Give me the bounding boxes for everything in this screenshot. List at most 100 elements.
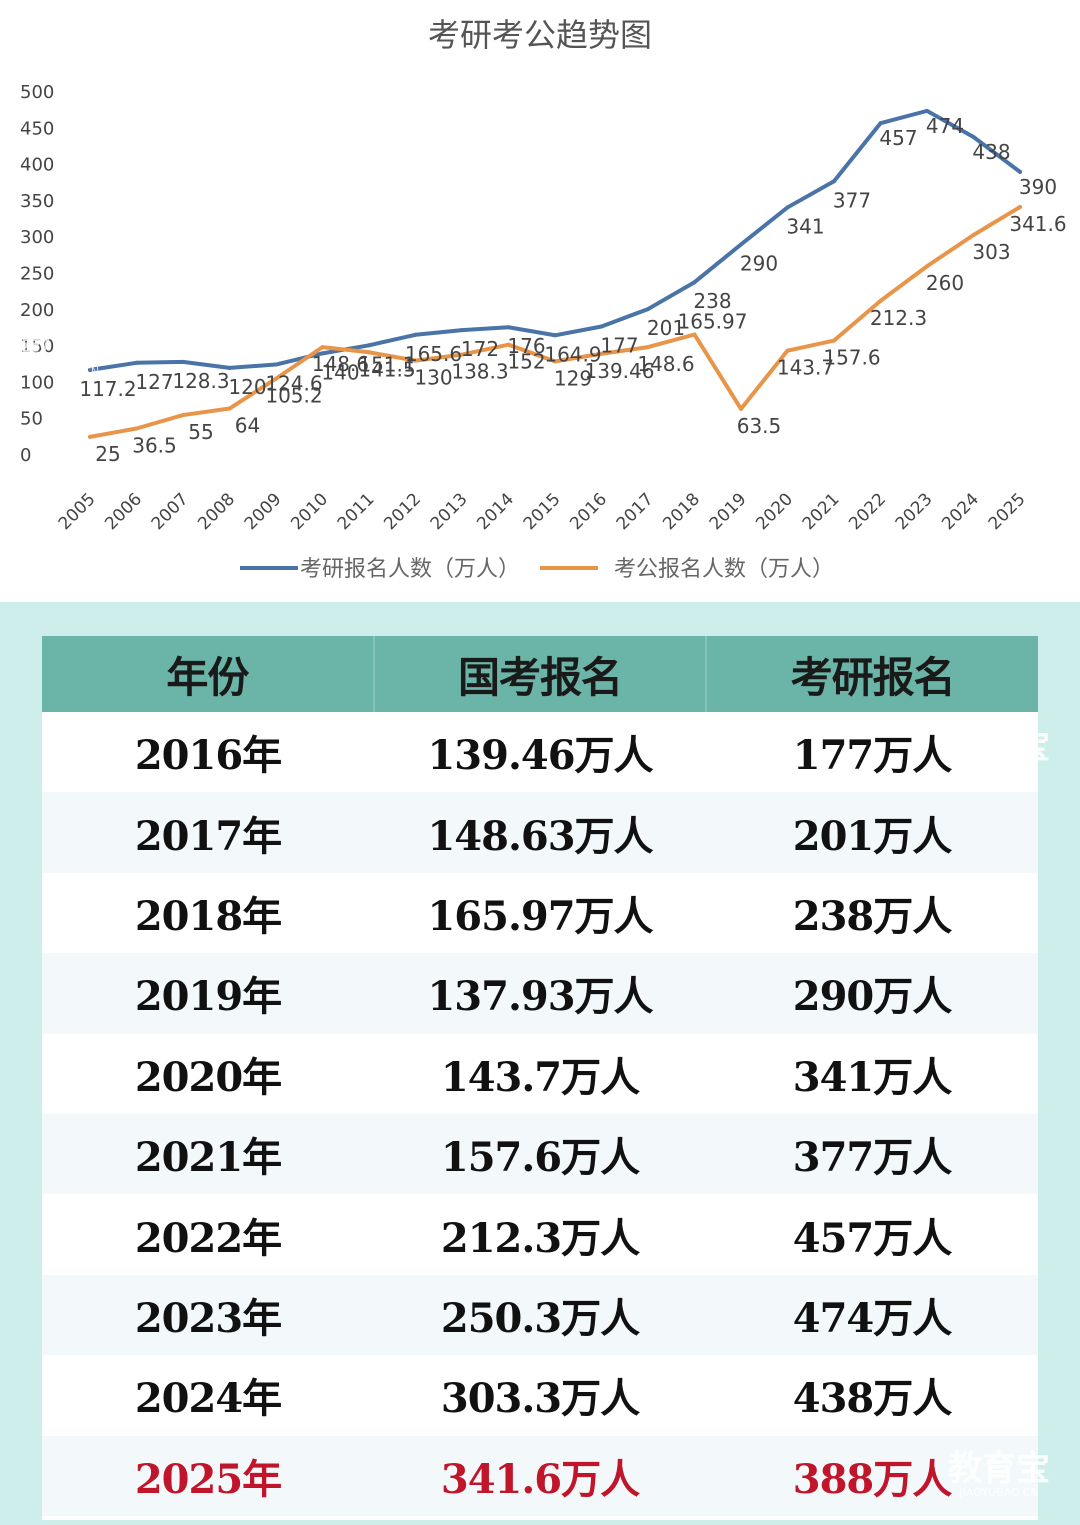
watermark-brand: 教育宝 bbox=[948, 727, 1050, 767]
data-point bbox=[646, 345, 650, 350]
cell-year: 2016年 bbox=[134, 732, 282, 780]
data-label: 377 bbox=[833, 188, 871, 212]
x-tick-label: 2018 bbox=[659, 489, 704, 534]
data-point bbox=[878, 121, 883, 126]
data-point bbox=[692, 280, 697, 285]
data-point bbox=[274, 362, 278, 367]
data-point bbox=[971, 135, 976, 140]
data-point bbox=[367, 350, 371, 355]
data-label: 138.3 bbox=[451, 360, 508, 384]
data-label: 438 bbox=[972, 140, 1010, 164]
cell-postgrad-exam: 290万人 bbox=[792, 973, 953, 1021]
watermark-table-top: 教育宝 JIAOYUBAO.CN bbox=[948, 730, 1050, 777]
data-point bbox=[134, 360, 139, 365]
table-row: 2023年 250.3万人 474万人 bbox=[42, 1274, 1038, 1356]
x-axis-ticks: 2005 2006 2007 2008 2009 2010 2011 2012 2013 2014… bbox=[55, 489, 1030, 534]
data-point bbox=[553, 333, 557, 338]
data-label: 341 bbox=[786, 214, 824, 238]
data-point bbox=[1018, 169, 1022, 174]
data-label: 151.1 bbox=[358, 352, 415, 376]
data-point bbox=[227, 406, 232, 411]
y-tick-label: 350 bbox=[20, 191, 54, 212]
data-point bbox=[599, 351, 604, 356]
header-civil-exam: 国考报名 bbox=[372, 636, 706, 712]
data-label: 120 bbox=[228, 375, 266, 399]
data-point bbox=[460, 328, 464, 333]
y-tick-label: 450 bbox=[20, 118, 54, 139]
data-point bbox=[181, 359, 185, 364]
legend: 考研报名人数（万人） 考公报名人数（万人） bbox=[240, 557, 834, 582]
data-point bbox=[785, 348, 790, 353]
data-label: 176 bbox=[507, 334, 545, 358]
x-tick-label: 2012 bbox=[380, 489, 425, 534]
x-tick-label: 2021 bbox=[799, 489, 844, 534]
header-year: 年份 bbox=[166, 652, 249, 702]
data-point bbox=[227, 365, 232, 370]
data-point bbox=[181, 413, 185, 418]
data-point bbox=[274, 376, 278, 381]
cell-postgrad-exam: 377万人 bbox=[792, 1134, 953, 1182]
data-point bbox=[832, 338, 836, 343]
x-tick-label: 2019 bbox=[706, 489, 751, 534]
data-point bbox=[413, 358, 418, 363]
watermark-brand: 教育宝 bbox=[948, 1449, 1050, 1489]
data-label: 25 bbox=[95, 442, 120, 466]
cell-year: 2023年 bbox=[134, 1294, 282, 1342]
data-point bbox=[646, 307, 650, 312]
cell-civil-exam: 143.7万人 bbox=[440, 1053, 640, 1101]
cell-postgrad-exam: 438万人 bbox=[792, 1375, 953, 1423]
data-label: 143.7 bbox=[777, 356, 834, 380]
data-point bbox=[878, 298, 883, 303]
cell-civil-exam: 212.3万人 bbox=[440, 1214, 640, 1262]
data-point bbox=[832, 179, 836, 184]
cell-year: 2025年 bbox=[134, 1455, 282, 1503]
watermark-brand: 教育宝 bbox=[22, 329, 112, 364]
y-tick-label: 200 bbox=[20, 300, 54, 321]
cell-civil-exam: 250.3万人 bbox=[440, 1294, 640, 1342]
table-row: 2021年 157.6万人 377万人 bbox=[42, 1113, 1038, 1195]
data-point bbox=[925, 264, 929, 269]
data-label: 148.6 bbox=[312, 352, 369, 376]
x-tick-label: 2016 bbox=[566, 489, 611, 534]
data-label: 165.6 bbox=[405, 342, 462, 366]
data-label: 63.5 bbox=[737, 414, 782, 438]
data-point bbox=[599, 324, 604, 329]
data-label: 152 bbox=[507, 350, 545, 374]
x-tick-label: 2015 bbox=[520, 489, 565, 534]
data-label: 128.3 bbox=[172, 369, 229, 393]
cell-civil-exam: 137.93万人 bbox=[427, 973, 653, 1021]
legend-label: 考公报名人数（万人） bbox=[614, 557, 834, 582]
series-lines bbox=[88, 108, 1022, 439]
x-tick-label: 2010 bbox=[287, 489, 332, 534]
data-label: 141.5 bbox=[358, 357, 415, 381]
y-tick-label: 300 bbox=[20, 227, 54, 248]
cell-year: 2018年 bbox=[134, 892, 282, 940]
data-label: 105.2 bbox=[265, 384, 322, 408]
cell-postgrad-exam: 341万人 bbox=[792, 1053, 953, 1101]
y-tick-label: 400 bbox=[20, 155, 54, 176]
x-tick-label: 2025 bbox=[985, 489, 1030, 534]
data-label: 260 bbox=[926, 271, 964, 295]
cell-postgrad-exam: 201万人 bbox=[792, 812, 953, 860]
data-point bbox=[739, 406, 743, 411]
data-label: 148.6 bbox=[637, 352, 694, 376]
data-label: 140 bbox=[321, 360, 359, 384]
cell-year: 2020年 bbox=[134, 1053, 282, 1101]
watermark-table-bottom: 教育宝 JIAOYUBAO.CN bbox=[948, 1452, 1050, 1499]
chart-panel: 考研考公趋势图 500 450 400 350 300 250 200 150 100 50 0 2… bbox=[0, 0, 1080, 602]
x-tick-label: 2024 bbox=[938, 489, 983, 534]
cell-civil-exam: 139.46万人 bbox=[427, 732, 653, 780]
y-tick-label: 50 bbox=[20, 409, 43, 430]
header-postgrad-exam: 考研报名 bbox=[705, 636, 1038, 712]
data-label: 457 bbox=[879, 126, 917, 150]
data-label: 129 bbox=[554, 366, 592, 390]
cell-year: 2017年 bbox=[134, 812, 282, 860]
legend-label: 考研报名人数（万人） bbox=[300, 557, 520, 582]
data-label: 212.3 bbox=[870, 306, 927, 330]
cell-year: 2019年 bbox=[134, 973, 282, 1021]
watermark-domain: JIAOYUBAO.CN bbox=[959, 1486, 1039, 1499]
table-row: 2020年 143.7万人 341万人 bbox=[42, 1033, 1038, 1114]
